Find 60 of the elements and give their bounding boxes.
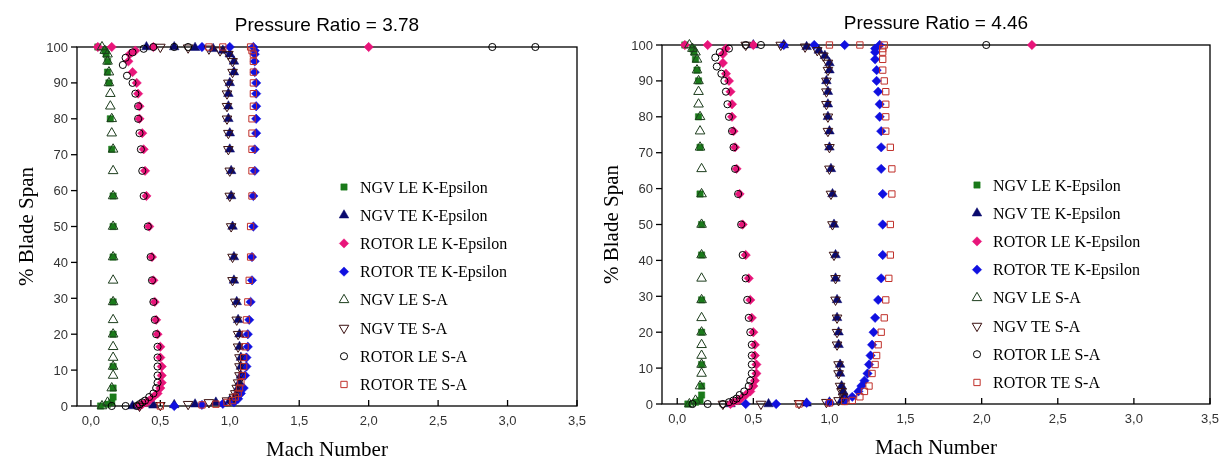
y-tick-label: 100 (631, 37, 653, 53)
legend-label: NGV LE K-Epsilon (993, 176, 1121, 195)
y-tick-label: 60 (638, 181, 653, 197)
legend-label: ROTOR LE K-Epsilon (360, 235, 508, 254)
y-tick-label: 50 (53, 219, 68, 235)
legend-label: NGV LE S-A (360, 291, 449, 309)
x-tick-label: 1,5 (896, 411, 915, 426)
y-tick-label: 70 (53, 147, 68, 163)
y-axis-title: % Blade Span (599, 164, 623, 284)
y-tick-label: 30 (638, 288, 653, 304)
x-tick-label: 2,5 (1048, 411, 1067, 426)
x-tick-label: 1,0 (820, 411, 839, 426)
legend-label: ROTOR LE S-A (993, 345, 1101, 363)
legend-label: NGV LE S-A (993, 289, 1082, 307)
y-axis-title: % Blade Span (14, 166, 38, 286)
y-tick-label: 80 (638, 109, 653, 125)
y-tick-label: 70 (638, 145, 653, 161)
y-tick-label: 10 (638, 360, 653, 376)
y-tick-label: 20 (638, 324, 653, 340)
y-tick-label: 50 (638, 217, 653, 233)
chart-title: Pressure Ratio = 3.78 (234, 14, 420, 35)
x-tick-label: 0,5 (744, 411, 763, 426)
legend-label: NGV TE K-Epsilon (360, 206, 488, 225)
legend-label: NGV LE K-Epsilon (360, 178, 488, 197)
y-tick-label: 0 (645, 396, 653, 412)
x-tick-label: 2,5 (429, 413, 448, 428)
chart-title: Pressure Ratio = 4.46 (843, 12, 1029, 33)
y-tick-label: 100 (46, 39, 68, 55)
x-tick-label: 3,0 (1124, 411, 1143, 426)
y-tick-label: 90 (638, 73, 653, 89)
x-tick-label: 0,0 (668, 411, 687, 426)
x-axis-title: Mach Number (266, 437, 388, 461)
x-tick-label: 3,5 (567, 413, 587, 428)
legend-label: ROTOR TE S-A (993, 374, 1101, 392)
x-tick-label: 0,5 (151, 413, 170, 428)
x-tick-label: 1,5 (290, 413, 309, 428)
legend-label: ROTOR LE K-Epsilon (993, 233, 1141, 252)
y-tick-label: 60 (53, 183, 68, 199)
legend-label: NGV TE K-Epsilon (993, 204, 1121, 223)
x-tick-label: 1,0 (220, 413, 239, 428)
y-tick-label: 20 (53, 326, 68, 342)
y-tick-label: 10 (53, 362, 68, 378)
legend-label: NGV TE S-A (360, 319, 448, 337)
x-tick-label: 3,5 (1200, 411, 1220, 426)
legend-label: ROTOR TE K-Epsilon (993, 261, 1140, 280)
y-tick-label: 40 (638, 252, 653, 268)
x-axis-title: Mach Number (875, 435, 997, 459)
legend-label: NGV TE S-A (993, 317, 1081, 335)
legend-label: ROTOR TE S-A (360, 376, 468, 394)
x-tick-label: 2,0 (972, 411, 991, 426)
x-tick-label: 3,0 (498, 413, 517, 428)
y-tick-label: 30 (53, 290, 68, 306)
y-tick-label: 80 (53, 111, 68, 127)
y-tick-label: 0 (60, 398, 68, 414)
y-tick-label: 90 (53, 75, 68, 91)
legend-label: ROTOR LE S-A (360, 347, 468, 365)
legend-label: ROTOR TE K-Epsilon (360, 263, 507, 282)
y-tick-label: 40 (53, 254, 68, 270)
x-tick-label: 2,0 (359, 413, 378, 428)
x-tick-label: 0,0 (81, 413, 100, 428)
